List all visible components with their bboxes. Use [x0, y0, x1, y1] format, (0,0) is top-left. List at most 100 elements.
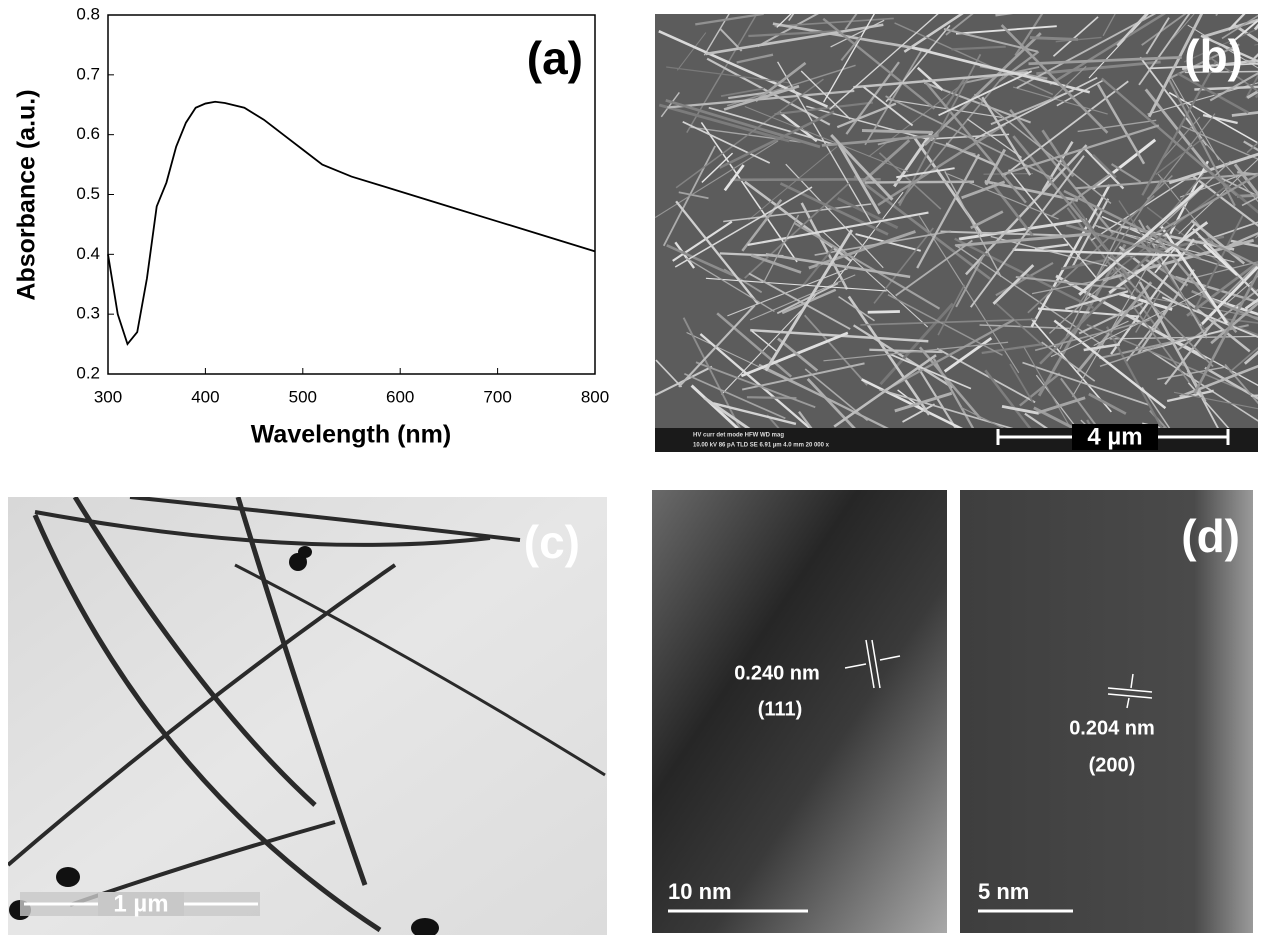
nanowire — [864, 50, 922, 146]
nanowire — [719, 28, 743, 52]
nanowire — [1033, 406, 1077, 428]
nanowire — [660, 92, 680, 118]
nanowire — [1050, 173, 1111, 218]
nanowire — [1191, 290, 1258, 321]
nanowires — [655, 14, 1258, 428]
nanowire — [847, 295, 931, 416]
nanowire — [1102, 14, 1116, 37]
y-tick-label: 0.5 — [76, 184, 100, 203]
absorbance-line — [107, 100, 596, 346]
nanowire — [991, 183, 1034, 237]
nanowire — [1000, 124, 1160, 176]
nanowire — [747, 211, 929, 246]
nanowire — [748, 272, 851, 330]
nanowire — [1176, 72, 1249, 114]
nanowire — [1149, 62, 1258, 70]
nanowire — [1147, 14, 1204, 118]
nanowire — [1101, 77, 1238, 197]
nanowire — [869, 348, 943, 354]
nanowire — [1141, 14, 1187, 46]
nanowire — [1220, 232, 1258, 251]
nanowire — [758, 363, 889, 428]
nanowire — [895, 239, 973, 297]
nanowire — [1157, 366, 1227, 380]
nanowire — [945, 142, 996, 166]
nanowire — [836, 102, 897, 129]
nanowire — [1237, 171, 1258, 176]
nanowire — [863, 86, 914, 127]
x-tick-label: 700 — [483, 387, 511, 406]
nanowire — [1093, 289, 1207, 347]
nanowire — [936, 347, 1036, 404]
nanowire — [779, 182, 889, 236]
hrtem-right — [960, 490, 1253, 933]
nanowire — [1211, 297, 1258, 316]
nanowire — [966, 118, 1022, 159]
nanowire — [666, 244, 734, 277]
nanowire — [1215, 14, 1219, 17]
nanowire — [943, 28, 1038, 53]
nanowire — [995, 262, 1054, 297]
tem-image: 1 µm (c) — [8, 497, 607, 935]
nanowire — [1030, 318, 1112, 413]
nanowire — [862, 139, 911, 183]
nanowire — [699, 333, 812, 428]
nanowire — [1179, 364, 1258, 398]
nanowire — [1209, 72, 1258, 102]
nanowire — [1055, 274, 1207, 361]
nanowire — [1141, 60, 1218, 196]
nanowire — [1111, 163, 1142, 183]
nanowire — [720, 87, 765, 97]
nanowire — [1101, 215, 1165, 245]
nanowire — [800, 70, 851, 120]
nanowire — [879, 302, 954, 386]
nanowire — [1141, 386, 1171, 428]
nanowire — [1092, 153, 1117, 179]
nanowire — [695, 14, 764, 26]
nanowire — [853, 71, 1028, 89]
nanowire — [938, 70, 1033, 117]
nanowire — [1028, 55, 1182, 66]
nanowire — [1001, 404, 1040, 415]
y-tick-label: 0.6 — [76, 124, 100, 143]
nanowire — [744, 106, 909, 173]
nanowire — [1232, 23, 1258, 43]
nanowire — [1012, 86, 1108, 115]
nanowire — [754, 61, 807, 103]
plane-label: (111) — [758, 698, 802, 720]
nanowire — [1049, 14, 1167, 86]
nanowire — [970, 210, 1004, 230]
nanowires — [8, 497, 606, 935]
hrtem-images: 0.240 nm (111) 0.204 nm (200) 10 nm 5 nm… — [652, 490, 1253, 933]
nanowire — [716, 312, 793, 378]
nanowire — [1205, 54, 1258, 93]
nanowire — [674, 186, 813, 268]
nanowire — [665, 98, 821, 149]
nanowire — [1034, 243, 1069, 251]
nanowire — [1029, 36, 1079, 41]
nanowire — [1050, 320, 1129, 358]
nanowire — [1199, 264, 1258, 327]
nanowire — [740, 331, 849, 378]
nanowire — [1179, 174, 1240, 198]
nanowire — [860, 318, 1037, 326]
nanowire — [705, 23, 884, 56]
nanowire — [853, 175, 991, 281]
nanowire — [867, 310, 900, 314]
nanowire — [1230, 239, 1258, 248]
nanowire — [682, 121, 771, 164]
nanowire — [779, 111, 818, 143]
nanowire — [1121, 173, 1258, 254]
nanowire — [719, 110, 835, 169]
nanowire — [958, 218, 1088, 241]
nanowire — [1221, 14, 1258, 40]
nanowire — [1053, 319, 1167, 410]
nanowire — [902, 403, 936, 423]
nanowire — [1186, 260, 1258, 317]
nanowire — [1088, 14, 1149, 79]
nanowire — [808, 230, 916, 270]
nanowire — [666, 66, 791, 84]
nanowire — [917, 367, 957, 428]
nanowire — [903, 14, 964, 53]
